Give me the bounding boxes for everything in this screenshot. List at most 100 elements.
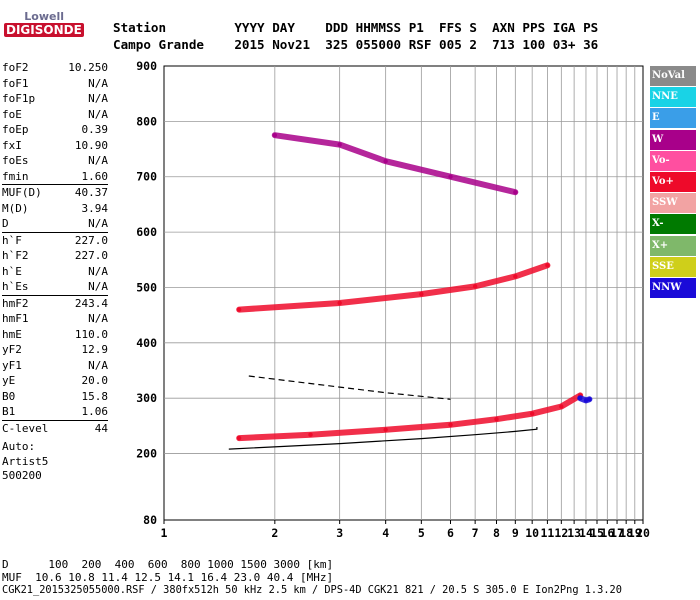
- param-name: fmin: [2, 169, 29, 183]
- header-row2: Campo Grande 2015 Nov21 325 055000 RSF 0…: [113, 37, 599, 52]
- param-name: h`F2: [2, 249, 29, 262]
- echo-point: [513, 274, 518, 279]
- x-tick-label: 12: [554, 526, 568, 540]
- x-tick-label: 15: [590, 526, 604, 540]
- echo-point: [587, 397, 592, 402]
- param-name: foF2: [2, 61, 29, 74]
- echo-point: [419, 291, 424, 297]
- x-tick-label: 6: [447, 526, 454, 540]
- y-tick-label: 900: [136, 59, 157, 73]
- param-name: h`E: [2, 264, 22, 278]
- param-value: 0.39: [81, 123, 109, 136]
- x-tick-label: 2: [271, 526, 278, 540]
- param-row: foEp 0.39: [2, 122, 108, 138]
- legend-item: NNE: [650, 87, 696, 108]
- y-tick-label: 400: [136, 336, 157, 350]
- param-row: yF2 12.9: [2, 342, 108, 358]
- echo-point: [559, 404, 564, 409]
- param-value: 12.9: [81, 343, 109, 356]
- param-row: h`Es N/A: [2, 279, 108, 295]
- legend-item: NoVal: [650, 66, 696, 86]
- x-tick-label: 1: [161, 526, 168, 540]
- param-value: 10.90: [74, 138, 108, 152]
- param-row: hmF1 N/A: [2, 311, 108, 327]
- param-row: foEs N/A: [2, 153, 108, 169]
- header-row1: Station YYYY DAY DDD HHMMSS P1 FFS S AXN…: [113, 20, 599, 35]
- param-value: N/A: [88, 280, 108, 293]
- x-tick-label: 13: [567, 526, 581, 540]
- x-tick-label: 16: [600, 526, 614, 540]
- param-value: N/A: [88, 154, 108, 167]
- param-value: 1.60: [81, 169, 109, 183]
- auto-line: 500200: [2, 469, 42, 482]
- echo-point: [448, 174, 453, 179]
- echo-point: [383, 159, 388, 164]
- param-name: yF2: [2, 343, 22, 356]
- param-name: foF1p: [2, 92, 36, 105]
- param-row: hmE 110.0: [2, 327, 108, 343]
- plot-area: [163, 65, 644, 521]
- param-row: B1 1.06: [2, 404, 108, 420]
- param-value: N/A: [88, 264, 108, 278]
- x-tick-label: 11: [540, 526, 554, 540]
- param-value: N/A: [88, 76, 108, 90]
- param-value: 110.0: [74, 327, 108, 341]
- param-value: 20.0: [81, 374, 109, 387]
- param-name: yF1: [2, 358, 22, 372]
- legend-item: NNW: [650, 277, 696, 298]
- param-name: C-level: [2, 421, 49, 435]
- distance-row: D 100 200 400 600 800 1000 1500 3000 [km…: [2, 558, 334, 571]
- legend-item: SSW: [650, 193, 696, 214]
- param-name: foF1: [2, 76, 29, 90]
- param-name: h`F: [2, 233, 22, 247]
- y-tick-label: 800: [136, 114, 157, 128]
- param-row: fmin 1.60: [2, 169, 108, 185]
- echo-point: [337, 142, 342, 147]
- x-tick-label: 4: [382, 526, 389, 540]
- echo-point: [448, 422, 453, 427]
- echo-trace: [236, 392, 584, 442]
- echo-point: [236, 435, 242, 441]
- echo-point: [272, 133, 278, 138]
- muf-row: MUF 10.6 10.8 11.4 12.5 14.1 16.4 23.0 4…: [2, 571, 334, 584]
- param-name: foEp: [2, 123, 29, 136]
- echo-point: [583, 398, 589, 403]
- param-name: hmF2: [2, 296, 29, 310]
- param-name: fxI: [2, 138, 22, 152]
- param-row: foF1 N/A: [2, 76, 108, 92]
- file-info-row: CGK21_2015325055000.RSF / 380fx512h 50 k…: [2, 584, 622, 596]
- param-row: h`F 227.0: [2, 231, 108, 249]
- param-row: hmF2 243.4: [2, 294, 108, 312]
- param-name: D: [2, 217, 9, 230]
- echo-point: [308, 432, 313, 437]
- param-value: 227.0: [74, 249, 108, 262]
- legend-item: X-: [650, 214, 696, 235]
- auto-line: Artist5: [2, 454, 49, 468]
- param-row: yF1 N/A: [2, 358, 108, 374]
- param-value: N/A: [88, 312, 108, 325]
- param-value: N/A: [88, 107, 108, 121]
- param-row: foF1p N/A: [2, 91, 108, 107]
- echo-point: [545, 263, 550, 268]
- y-tick-label: 500: [136, 280, 157, 294]
- lowell-digisonde-logo: Lowell DIGISONDE: [2, 10, 84, 42]
- legend-item: X+: [650, 235, 696, 256]
- param-value: N/A: [88, 358, 108, 372]
- y-tick-label: 300: [136, 391, 157, 405]
- param-row: MUF(D) 40.37: [2, 184, 108, 201]
- x-tick-label: 3: [336, 526, 343, 540]
- x-tick-label: 18: [619, 526, 633, 540]
- param-row: h`E N/A: [2, 264, 108, 280]
- param-row: foF2 10.250: [2, 60, 108, 76]
- echo-point: [236, 307, 242, 312]
- param-name: foEs: [2, 154, 29, 167]
- auto-line: Auto:: [2, 440, 36, 453]
- param-value: 10.250: [68, 61, 108, 74]
- y-tick-label: 600: [136, 225, 157, 239]
- param-name: B0: [2, 389, 16, 403]
- virtual-height-fit-line: [228, 427, 538, 450]
- echo-trace: [236, 262, 551, 313]
- x-tick-label: 9: [512, 526, 519, 540]
- param-row: C-level 44: [2, 419, 108, 437]
